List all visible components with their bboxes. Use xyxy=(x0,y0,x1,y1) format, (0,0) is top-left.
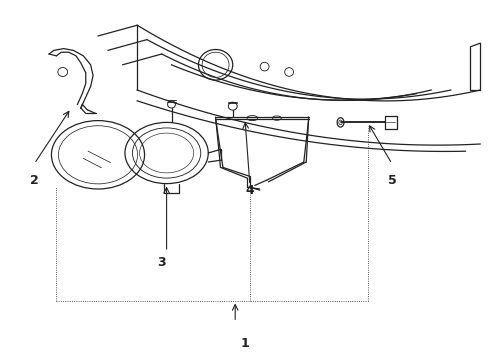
Text: 5: 5 xyxy=(388,174,396,186)
Text: 4: 4 xyxy=(245,184,254,197)
Text: 1: 1 xyxy=(241,337,249,350)
Text: 3: 3 xyxy=(157,256,166,269)
Text: 2: 2 xyxy=(30,174,39,186)
